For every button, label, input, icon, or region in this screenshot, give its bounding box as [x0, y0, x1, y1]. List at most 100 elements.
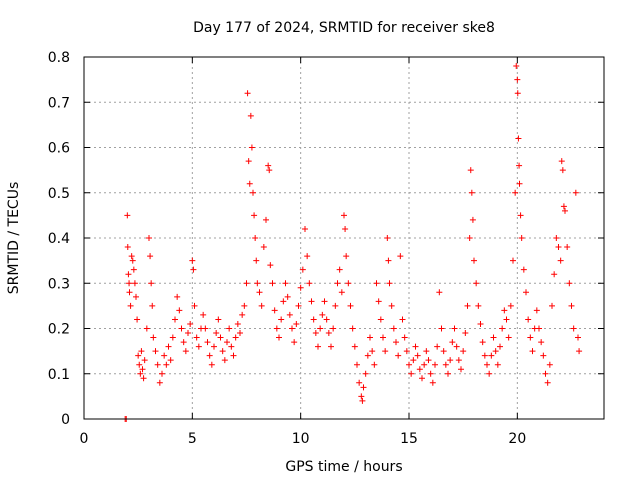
data-point [282, 280, 289, 287]
data-point [412, 343, 419, 350]
data-point [436, 289, 443, 296]
data-point [434, 343, 441, 350]
data-point [159, 370, 165, 377]
data-point [564, 244, 571, 251]
data-point [540, 352, 547, 359]
data-point [126, 289, 133, 296]
data-point [362, 370, 369, 377]
data-point [542, 370, 549, 377]
data-point [319, 311, 326, 318]
data-point [244, 90, 251, 97]
data-point [576, 348, 583, 355]
data-point [334, 280, 341, 287]
data-point [510, 257, 516, 264]
data-point [358, 393, 365, 400]
data-point [343, 253, 350, 260]
data-point [317, 325, 324, 332]
data-point [560, 203, 567, 210]
data-point [447, 357, 454, 364]
data-point [328, 343, 334, 350]
data-markers [122, 63, 583, 422]
data-point [492, 348, 499, 355]
data-point [150, 334, 157, 341]
y-tick-label: 0.4 [48, 231, 70, 247]
data-point [297, 284, 304, 291]
data-point [180, 339, 187, 346]
tick-labels: 0 5 10 15 20 0 0.1 0.2 0.3 0.4 0.5 0.6 0.7 0.8 [48, 50, 527, 447]
data-point [126, 280, 133, 287]
y-axis-label: SRMTID / TECUs [6, 182, 22, 295]
data-point [425, 357, 432, 364]
data-point [388, 302, 395, 309]
data-point [128, 253, 135, 260]
data-point [544, 379, 551, 386]
data-point [414, 352, 421, 359]
data-point [187, 320, 194, 327]
data-point [124, 244, 131, 251]
data-point [416, 366, 423, 373]
data-point [473, 280, 480, 287]
data-point [330, 325, 337, 332]
data-point [237, 330, 243, 337]
data-point [536, 325, 542, 332]
data-point [438, 325, 445, 332]
data-point [323, 316, 330, 323]
data-point [200, 311, 207, 318]
data-point [246, 180, 253, 187]
data-point [373, 280, 380, 287]
data-point [176, 307, 183, 314]
data-point [141, 357, 148, 364]
data-point [146, 235, 152, 241]
data-point [204, 339, 211, 346]
data-point [499, 325, 506, 332]
data-point [304, 253, 311, 260]
data-point [513, 63, 520, 70]
data-point [137, 370, 144, 377]
data-point [467, 167, 474, 174]
data-point [538, 339, 545, 346]
data-point [273, 325, 280, 332]
data-point [486, 370, 493, 377]
data-point [224, 339, 230, 346]
data-point [315, 343, 321, 350]
data-point [191, 302, 198, 309]
data-point [185, 330, 191, 337]
data-point [135, 352, 142, 359]
data-point [371, 361, 378, 368]
data-point [254, 280, 261, 287]
data-point [321, 298, 328, 305]
data-point [442, 361, 449, 368]
data-point [190, 266, 197, 273]
data-point [557, 257, 564, 264]
data-point [503, 316, 510, 323]
data-point [562, 207, 568, 214]
data-point [397, 253, 404, 260]
data-point [228, 343, 235, 350]
data-point [163, 361, 170, 368]
data-point [182, 348, 189, 355]
data-point [140, 375, 147, 382]
data-point [421, 361, 428, 368]
y-tick-label: 0.2 [48, 322, 70, 338]
data-point [189, 257, 196, 264]
data-point [306, 280, 313, 287]
data-point [291, 339, 298, 346]
data-point [349, 325, 356, 332]
data-point [336, 266, 343, 273]
data-point [429, 379, 436, 386]
data-point [354, 361, 360, 368]
data-point [284, 293, 291, 300]
data-point [393, 339, 399, 346]
data-point [232, 334, 239, 341]
data-point [217, 334, 224, 341]
data-point [514, 90, 521, 97]
data-point [174, 293, 181, 300]
data-point [382, 348, 389, 355]
data-point [427, 370, 434, 377]
data-point [460, 348, 467, 355]
data-point [267, 262, 274, 269]
data-point [516, 180, 523, 187]
data-point [469, 216, 476, 223]
data-point [193, 334, 200, 341]
